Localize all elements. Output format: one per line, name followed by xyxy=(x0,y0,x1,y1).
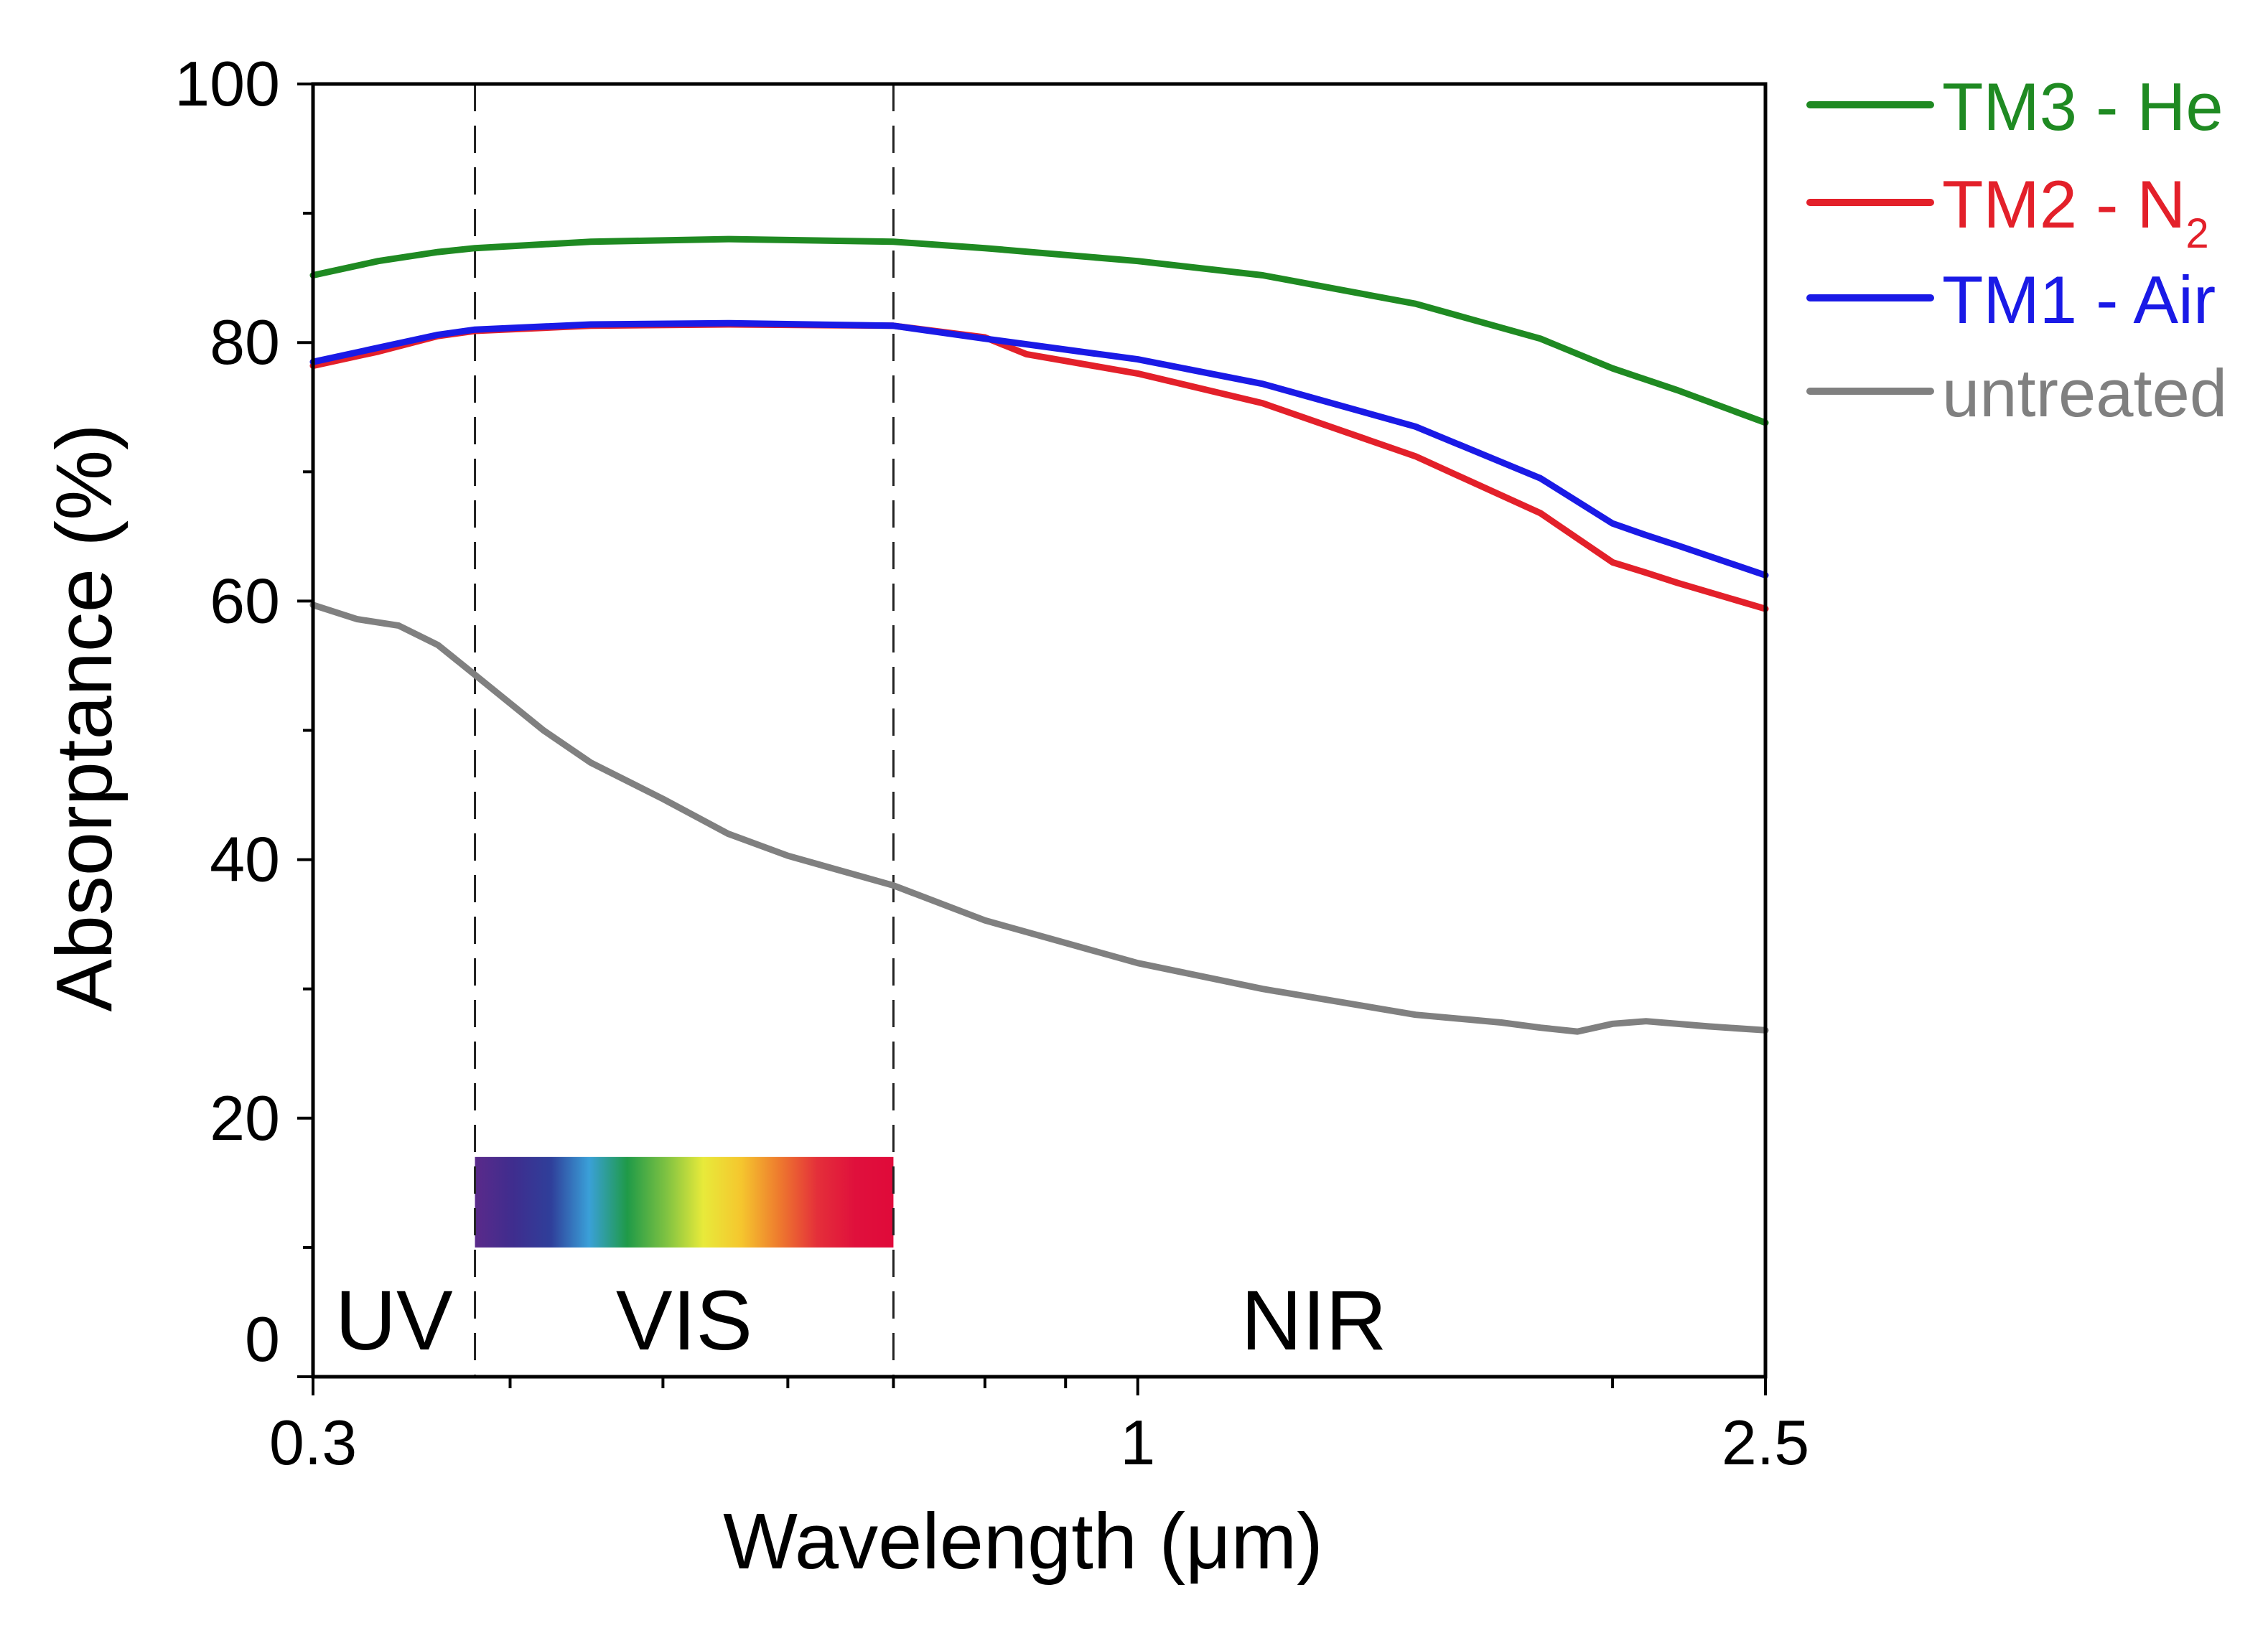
x-tick-label: 0.3 xyxy=(269,1407,357,1478)
region-label-vis: VIS xyxy=(616,1273,752,1368)
region-label-nir: NIR xyxy=(1241,1273,1386,1368)
region-labels: UV VIS NIR xyxy=(335,1273,1387,1368)
region-label-uv: UV xyxy=(335,1273,453,1368)
y-tick-label: 20 xyxy=(210,1082,280,1154)
series-lines xyxy=(309,235,1769,1035)
y-tick-label: 80 xyxy=(210,307,280,378)
legend-label-text: untreated xyxy=(1942,355,2227,431)
series-line-tm2-n2 xyxy=(309,321,1769,612)
legend-item: TM3 - He xyxy=(1806,69,2223,144)
visible-spectrum-bar xyxy=(475,1156,894,1248)
legend-item: TM1 - Air xyxy=(1806,262,2216,337)
series-line-untreated xyxy=(309,602,1769,1035)
legend-label-text: TM1 - Air xyxy=(1942,262,2216,337)
y-tick-label: 40 xyxy=(210,824,280,895)
legend-item: TM2 - N2 xyxy=(1806,167,2209,257)
axis-ticks: 0 20 40 60 80 100 0.3 1 2.5 xyxy=(174,48,1809,1478)
x-axis-title: Wavelength (μm) xyxy=(723,1497,1323,1586)
legend-label: TM2 - N2 xyxy=(1942,167,2209,257)
y-tick-label: 60 xyxy=(210,565,280,636)
y-tick-label: 0 xyxy=(245,1304,280,1375)
series-line-tm3-he xyxy=(309,235,1769,426)
legend-item: untreated xyxy=(1806,355,2227,431)
visible-spectrum-layer xyxy=(475,1156,894,1248)
legend-label: untreated xyxy=(1942,355,2227,431)
legend-label: TM3 - He xyxy=(1942,69,2223,144)
y-tick-label: 100 xyxy=(174,48,280,119)
legend-label-subscript: 2 xyxy=(2185,210,2208,257)
y-axis-title: Absorptance (%) xyxy=(40,424,129,1011)
x-tick-label: 1 xyxy=(1120,1407,1155,1478)
legend-label-text: TM2 - N xyxy=(1942,167,2185,242)
legend-label: TM1 - Air xyxy=(1942,262,2216,337)
series-line-tm1-air xyxy=(309,319,1769,579)
x-tick-label: 2.5 xyxy=(1722,1407,1809,1478)
legend-label-text: TM3 - He xyxy=(1942,69,2223,144)
region-boundaries xyxy=(474,84,895,1377)
